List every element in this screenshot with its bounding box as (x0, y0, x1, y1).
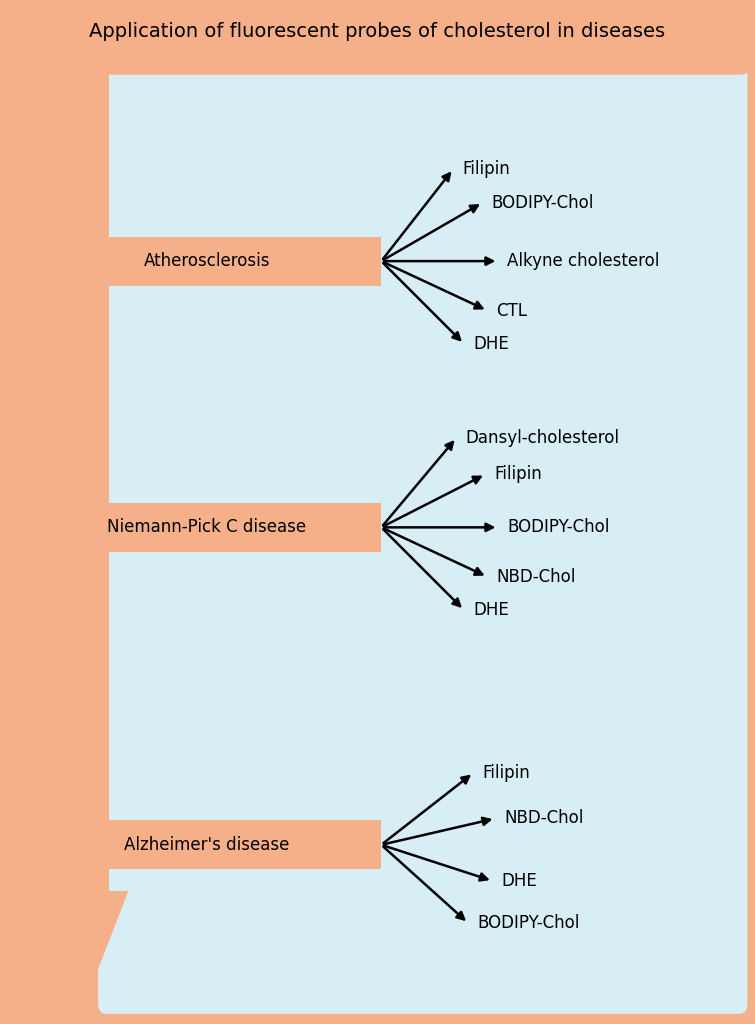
Text: BODIPY-Chol: BODIPY-Chol (507, 518, 610, 537)
Text: DHE: DHE (473, 335, 509, 353)
Text: NBD-Chol: NBD-Chol (504, 810, 584, 827)
Text: Filipin: Filipin (495, 465, 542, 483)
Bar (64, 237, 381, 286)
Text: Niemann-Pick C disease: Niemann-Pick C disease (107, 518, 307, 537)
FancyBboxPatch shape (2, 0, 753, 75)
Polygon shape (45, 891, 128, 998)
Text: Alkyne cholesterol: Alkyne cholesterol (507, 252, 660, 270)
Text: Alzheimer's disease: Alzheimer's disease (124, 836, 290, 854)
Text: NBD-Chol: NBD-Chol (496, 568, 576, 586)
Text: BODIPY-Chol: BODIPY-Chol (477, 914, 580, 932)
FancyBboxPatch shape (98, 61, 747, 1014)
Bar (64, 820, 381, 869)
Text: CTL: CTL (496, 302, 528, 319)
Text: Application of fluorescent probes of cholesterol in diseases: Application of fluorescent probes of cho… (89, 23, 666, 41)
Bar (64, 503, 381, 552)
Text: Dansyl-cholesterol: Dansyl-cholesterol (466, 429, 620, 446)
Text: DHE: DHE (473, 601, 509, 620)
Bar (64, 67, 109, 891)
Text: Filipin: Filipin (462, 160, 510, 178)
Text: Filipin: Filipin (482, 764, 530, 781)
Text: BODIPY-Chol: BODIPY-Chol (492, 194, 594, 212)
Text: DHE: DHE (501, 872, 538, 890)
Text: Atherosclerosis: Atherosclerosis (143, 252, 270, 270)
